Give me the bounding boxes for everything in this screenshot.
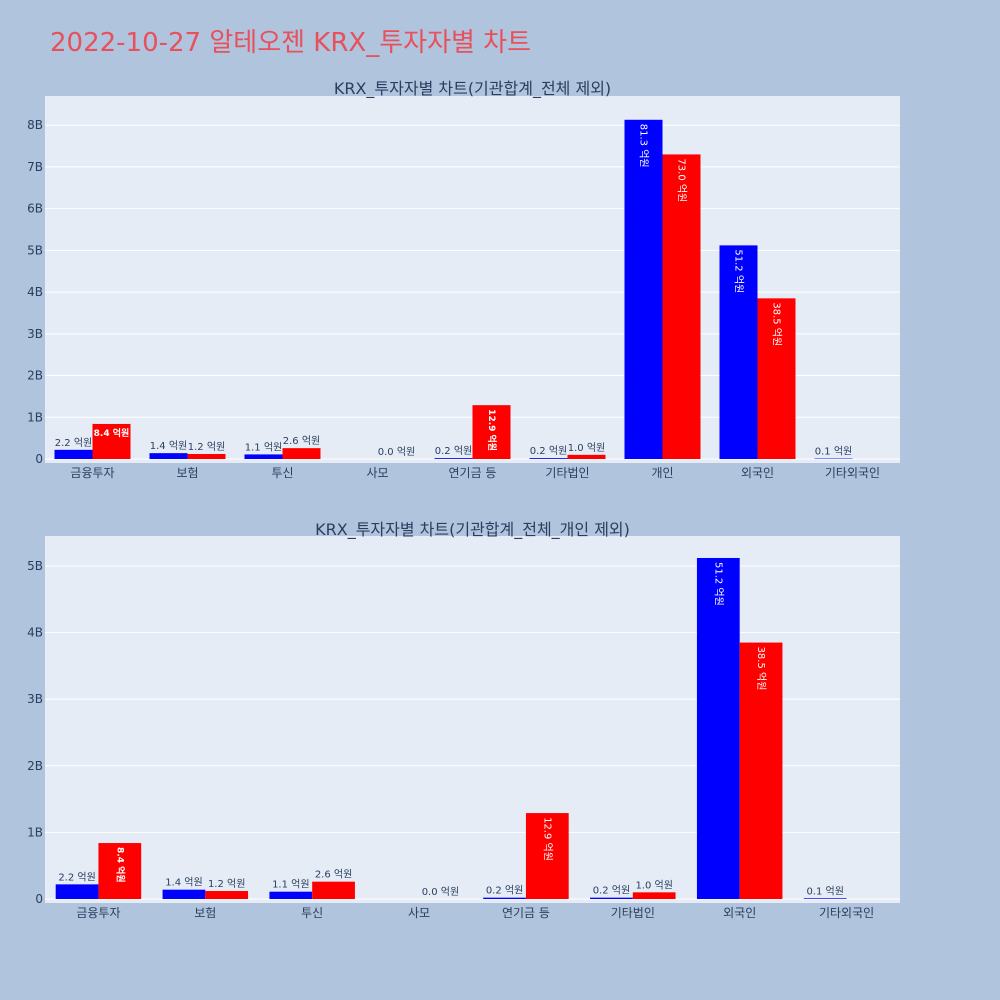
x-tick-label: 개인 — [651, 466, 673, 480]
x-tick-label: 사모 — [366, 466, 388, 480]
x-tick-label: 기타외국인 — [819, 906, 874, 920]
x-tick-label: 금융투자 — [70, 466, 114, 480]
page-title: 2022-10-27 알테오젠 KRX_투자자별 차트 — [50, 28, 532, 58]
data-label: 0.2 억원 — [486, 885, 523, 897]
y-tick-label: 4B — [27, 285, 43, 299]
y-tick-label: 4B — [27, 626, 43, 640]
x-tick-label: 보험 — [176, 466, 198, 480]
data-label: 1.1 억원 — [272, 879, 309, 891]
x-tick-label: 연기금 등 — [449, 466, 497, 480]
data-label: 2.2 억원 — [55, 437, 92, 449]
y-tick-label: 0 — [35, 892, 43, 906]
bar — [590, 897, 633, 899]
data-label: 38.5 억원 — [771, 302, 783, 346]
bar — [472, 405, 511, 459]
bar — [624, 119, 663, 459]
x-tick-label: 기타법인 — [611, 906, 655, 920]
data-label: 0.2 억원 — [530, 445, 567, 457]
x-tick-label: 투신 — [301, 906, 323, 920]
data-label: 12.9 억원 — [541, 817, 553, 861]
bar — [567, 454, 606, 459]
bar — [434, 458, 473, 459]
x-tick-label: 연기금 등 — [502, 906, 550, 920]
bar — [205, 891, 249, 899]
bar — [312, 881, 355, 899]
y-tick-label: 0 — [35, 452, 43, 466]
bar — [696, 557, 740, 899]
y-tick-label: 5B — [27, 243, 43, 257]
chart-title: KRX_투자자별 차트(기관합계_전체_개인 제외) — [315, 520, 630, 540]
x-tick-label: 외국인 — [741, 466, 774, 480]
data-label: 51.2 억원 — [712, 562, 724, 606]
bar — [54, 449, 93, 459]
data-label: 8.4 억원 — [114, 847, 126, 883]
data-label: 0.2 억원 — [593, 885, 630, 897]
chart-title: KRX_투자자별 차트(기관합계_전체 제외) — [334, 79, 611, 99]
data-label: 0.1 억원 — [815, 446, 852, 458]
data-label: 73.0 억원 — [676, 158, 688, 202]
y-tick-label: 2B — [27, 369, 43, 383]
data-label: 0.0 억원 — [422, 886, 459, 898]
y-tick-label: 3B — [27, 327, 43, 341]
bar — [162, 889, 206, 899]
data-label: 0.0 억원 — [378, 446, 415, 458]
data-label: 0.2 억원 — [435, 445, 472, 457]
data-label: 2.2 억원 — [58, 871, 95, 883]
bar — [483, 897, 526, 899]
y-tick-label: 2B — [27, 759, 43, 773]
x-tick-label: 금융투자 — [76, 906, 120, 920]
y-tick-label: 6B — [27, 202, 43, 216]
x-tick-label: 기타법인 — [545, 466, 589, 480]
data-label: 1.4 억원 — [150, 440, 187, 452]
bar — [244, 454, 283, 459]
data-label: 12.9 억원 — [486, 409, 498, 451]
bar — [529, 458, 568, 459]
x-tick-label: 사모 — [408, 906, 430, 920]
bar — [269, 891, 313, 899]
y-tick-label: 3B — [27, 692, 43, 706]
y-tick-label: 1B — [27, 410, 43, 424]
data-label: 0.1 억원 — [806, 885, 843, 897]
bar — [282, 448, 321, 459]
bar — [187, 453, 226, 459]
data-label: 51.2 억원 — [733, 249, 745, 293]
y-tick-label: 5B — [27, 559, 43, 573]
data-label: 1.2 억원 — [188, 441, 225, 453]
data-label: 2.6 억원 — [283, 435, 320, 447]
y-tick-label: 8B — [27, 118, 43, 132]
bar — [98, 843, 142, 899]
data-label: 1.2 억원 — [208, 878, 245, 890]
bar — [632, 892, 676, 899]
bar — [525, 813, 569, 899]
data-label: 1.0 억원 — [568, 442, 605, 454]
bar — [149, 453, 188, 459]
x-tick-label: 보험 — [194, 906, 216, 920]
x-tick-label: 기타외국인 — [825, 466, 880, 480]
data-label: 8.4 억원 — [94, 427, 130, 439]
bar — [719, 245, 758, 459]
data-label: 38.5 억원 — [755, 647, 767, 691]
data-label: 1.0 억원 — [635, 879, 672, 891]
y-tick-label: 1B — [27, 825, 43, 839]
bar — [803, 898, 847, 899]
y-tick-label: 7B — [27, 160, 43, 174]
bar — [55, 884, 99, 899]
x-tick-label: 외국인 — [723, 906, 756, 920]
data-label: 81.3 억원 — [638, 124, 650, 168]
data-label: 1.4 억원 — [165, 877, 202, 889]
data-label: 2.6 억원 — [315, 869, 352, 881]
bar — [92, 423, 131, 459]
bar — [757, 298, 796, 459]
x-tick-label: 투신 — [271, 466, 293, 480]
data-label: 1.1 억원 — [245, 441, 282, 453]
bar — [739, 642, 783, 899]
bar — [662, 154, 701, 459]
